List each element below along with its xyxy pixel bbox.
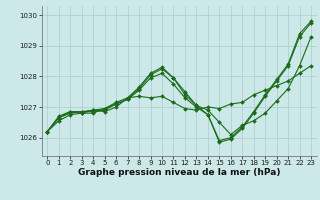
X-axis label: Graphe pression niveau de la mer (hPa): Graphe pression niveau de la mer (hPa) <box>78 168 280 177</box>
